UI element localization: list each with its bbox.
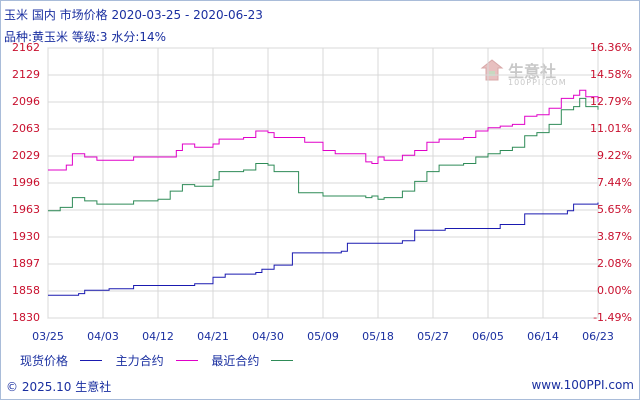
legend-label-recent: 最近合约 — [211, 354, 260, 368]
y-tick-left: 1858 — [12, 284, 40, 297]
chart-title: 玉米 国内 市场价格 2020-03-25 - 2020-06-23 — [4, 8, 263, 22]
y-tick-right: 7.44% — [597, 176, 632, 189]
watermark-site: 100PPI.COM — [508, 78, 567, 87]
legend-label-spot: 现货价格 — [20, 354, 69, 368]
y-tick-left: 1996 — [12, 176, 40, 189]
x-tick: 06/23 — [582, 330, 614, 343]
y-tick-right: 11.01% — [590, 122, 632, 135]
x-tick: 05/09 — [307, 330, 339, 343]
legend-swatch-spot — [79, 360, 102, 361]
y-tick-left: 2129 — [12, 68, 40, 81]
y-tick-right: 3.87% — [597, 230, 632, 243]
footer-url[interactable]: www.100PPI.com — [531, 378, 634, 392]
y-tick-right: 14.58% — [590, 68, 632, 81]
y-tick-left: 2029 — [12, 149, 40, 162]
legend-swatch-main — [175, 360, 198, 361]
y-tick-left: 1830 — [12, 311, 40, 324]
legend-swatch-recent — [271, 360, 294, 361]
y-tick-right: 12.79% — [590, 95, 632, 108]
y-tick-right: 16.36% — [590, 41, 632, 54]
y-tick-left: 2063 — [12, 122, 40, 135]
x-tick: 04/03 — [87, 330, 119, 343]
y-tick-right: -1.49% — [593, 311, 632, 324]
y-tick-left: 1897 — [12, 257, 40, 270]
x-tick: 04/30 — [252, 330, 284, 343]
y-tick-right: 5.65% — [597, 203, 632, 216]
chart-subtitle: 品种:黄玉米 等级:3 水分:14% — [4, 30, 167, 44]
y-tick-right: 2.08% — [597, 257, 632, 270]
y-tick-right: 9.22% — [597, 149, 632, 162]
y-tick-right: 0.00% — [597, 284, 632, 297]
legend-label-main: 主力合约 — [115, 354, 164, 368]
series-line-spot — [48, 202, 599, 296]
y-tick-left: 2162 — [12, 41, 40, 54]
x-tick: 04/21 — [197, 330, 229, 343]
x-tick: 05/27 — [417, 330, 449, 343]
y-tick-left: 1963 — [12, 203, 40, 216]
x-tick: 05/18 — [362, 330, 394, 343]
footer-copyright: © 2025.10 生意社 — [6, 380, 112, 394]
y-tick-left: 2096 — [12, 95, 40, 108]
x-tick: 06/14 — [527, 330, 559, 343]
y-tick-left: 1930 — [12, 230, 40, 243]
watermark-name: 生意社 — [508, 62, 557, 81]
series-line-recent — [48, 97, 599, 212]
series-line-main — [48, 89, 599, 171]
legend: 现货价格 主力合约 最近合约 — [20, 352, 303, 369]
x-tick: 04/12 — [142, 330, 174, 343]
x-tick: 03/25 — [32, 330, 64, 343]
x-tick: 06/05 — [472, 330, 504, 343]
